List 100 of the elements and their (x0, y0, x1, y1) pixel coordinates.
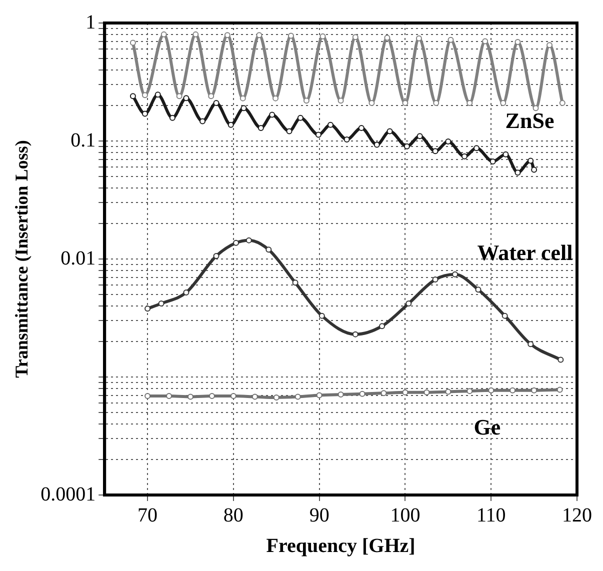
point (288, 32, 294, 39)
point (559, 100, 566, 106)
point (531, 166, 538, 173)
point (233, 240, 240, 246)
point (166, 393, 172, 400)
point (406, 300, 412, 306)
point (160, 31, 167, 38)
point (466, 388, 473, 394)
point (556, 386, 563, 393)
x-tick-label: 80 (223, 504, 244, 526)
point (130, 40, 136, 46)
point (269, 112, 276, 118)
y-tick-label: 0.01 (60, 247, 96, 270)
point (266, 246, 272, 253)
point (380, 390, 387, 396)
point (531, 387, 538, 394)
point (482, 38, 488, 44)
point (384, 34, 390, 41)
series-label: Ge (474, 414, 501, 440)
series-label: ZnSe (505, 108, 554, 133)
y-tick-label: 0.1 (70, 129, 96, 152)
point (327, 122, 334, 128)
point (142, 92, 148, 98)
point (404, 143, 410, 150)
point (359, 390, 366, 397)
point (187, 394, 194, 400)
point (528, 341, 534, 348)
point (474, 145, 480, 152)
point (424, 389, 430, 396)
point (466, 100, 473, 106)
point (176, 93, 182, 100)
point (297, 114, 304, 121)
point (379, 323, 386, 330)
point (303, 98, 310, 104)
point (213, 100, 220, 106)
point (224, 32, 230, 38)
point (475, 286, 482, 293)
point (183, 290, 190, 296)
point (286, 128, 292, 134)
point (448, 36, 454, 43)
x-tick-label: 120 (562, 504, 592, 526)
point (461, 153, 468, 160)
point (432, 148, 438, 154)
point (240, 105, 247, 112)
point (433, 100, 440, 106)
point (558, 356, 564, 363)
x-tick-label: 110 (476, 504, 506, 526)
point (402, 100, 408, 106)
point (169, 114, 176, 121)
point (273, 394, 280, 401)
point (402, 389, 408, 396)
point (240, 95, 246, 102)
point (318, 312, 325, 319)
y-axis-title: Transmittance (Insertion Loss) (11, 140, 32, 378)
x-tick-label: 90 (309, 504, 330, 526)
point (256, 32, 262, 38)
point (502, 312, 508, 319)
point (338, 98, 344, 104)
point (416, 35, 422, 42)
point (252, 394, 258, 400)
point (154, 92, 161, 98)
x-tick-label: 70 (138, 504, 158, 526)
point (292, 280, 298, 286)
point (532, 105, 539, 112)
point (502, 151, 509, 158)
point (514, 39, 521, 46)
point (158, 300, 164, 306)
point (246, 237, 252, 244)
point (200, 118, 206, 124)
point (352, 331, 358, 338)
point (208, 93, 214, 100)
y-tick-label: 0.0001 (40, 483, 96, 506)
point (500, 100, 506, 106)
point (315, 132, 322, 138)
point (142, 110, 148, 117)
point (258, 124, 264, 131)
point (144, 306, 151, 312)
point (528, 158, 534, 164)
x-tick-label: 100 (390, 504, 420, 526)
point (416, 133, 423, 140)
point (358, 124, 364, 131)
point (344, 136, 350, 142)
point (272, 95, 279, 102)
point (368, 100, 375, 106)
point (510, 387, 516, 394)
y-tick-label: 1 (86, 11, 96, 34)
point (386, 128, 393, 134)
point (208, 393, 215, 400)
point (374, 142, 380, 148)
point (316, 392, 322, 398)
point (514, 170, 521, 176)
point (294, 394, 301, 400)
point (546, 42, 553, 48)
point (352, 34, 358, 40)
point (130, 93, 136, 100)
point (445, 388, 452, 395)
point (432, 276, 438, 283)
point (183, 95, 190, 102)
point (445, 138, 452, 145)
point (338, 392, 344, 398)
